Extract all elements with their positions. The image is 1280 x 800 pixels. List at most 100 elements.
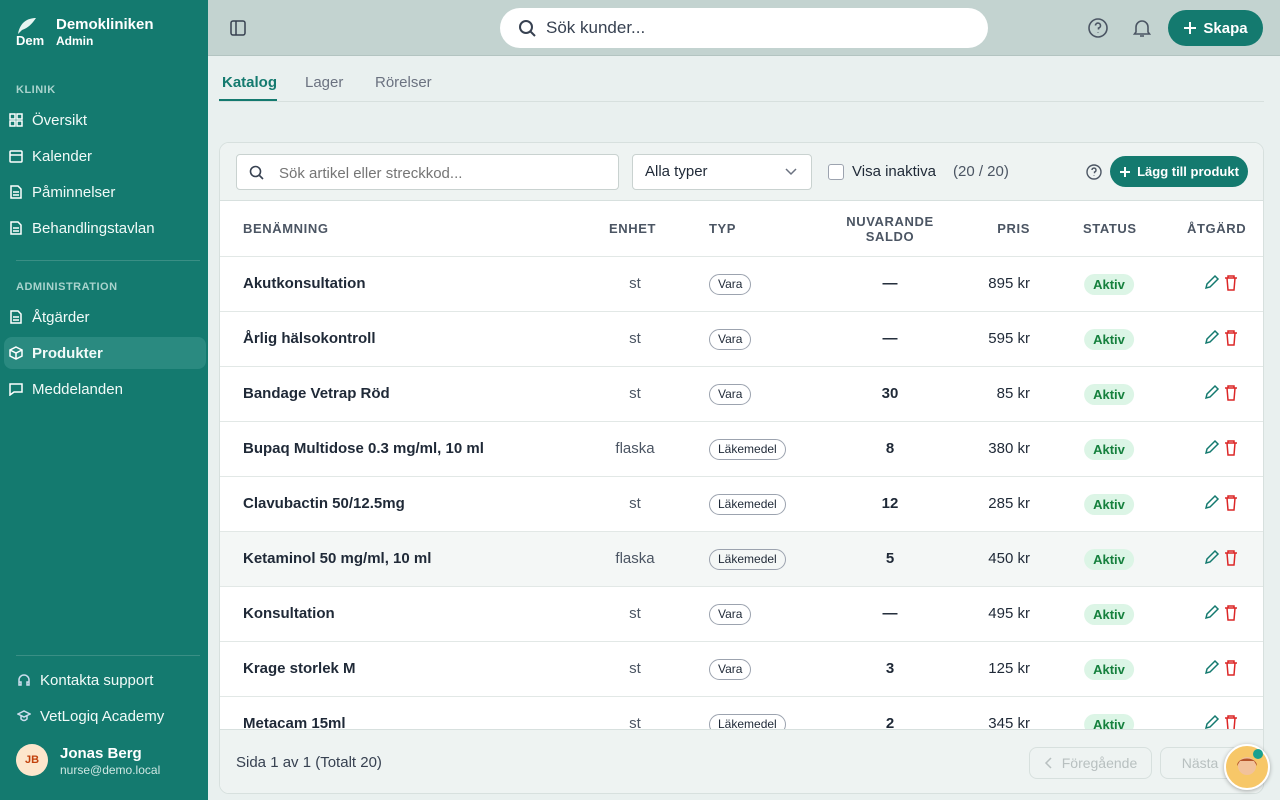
divider bbox=[16, 655, 200, 656]
product-name: Årlig hälsokontroll bbox=[243, 330, 376, 347]
unit: st bbox=[629, 275, 641, 292]
product-name: Clavubactin 50/12.5mg bbox=[243, 495, 405, 512]
column-header: BENÄMNING bbox=[243, 221, 329, 236]
assistant-avatar[interactable] bbox=[1224, 744, 1270, 790]
row-actions bbox=[1203, 384, 1243, 402]
button-label: Föregående bbox=[1061, 755, 1138, 771]
product-name: Krage storlek M bbox=[243, 660, 356, 677]
product-search[interactable] bbox=[236, 154, 619, 190]
nav-item[interactable]: Meddelanden bbox=[4, 373, 206, 405]
unit: st bbox=[629, 495, 641, 512]
edit-delete-icons[interactable] bbox=[1203, 494, 1243, 512]
type-badge: Läkemedel bbox=[709, 714, 786, 729]
product-name: Metacam 15ml bbox=[243, 715, 346, 729]
type-filter[interactable]: Alla typer bbox=[632, 154, 812, 190]
product-name: Konsultation bbox=[243, 605, 335, 622]
create-button[interactable]: Skapa bbox=[1168, 10, 1263, 46]
product-name: Bandage Vetrap Röd bbox=[243, 385, 390, 402]
nav-item[interactable]: Åtgärder bbox=[4, 301, 206, 333]
table-row[interactable]: Ketaminol 50 mg/ml, 10 ml flaska Läkemedel… bbox=[220, 532, 1263, 587]
status-badge: Aktiv bbox=[1084, 439, 1134, 460]
row-actions bbox=[1203, 714, 1243, 729]
pagination: Sida 1 av 1 (Totalt 20) Föregående Nästa bbox=[220, 729, 1263, 793]
product-name: Ketaminol 50 mg/ml, 10 ml bbox=[243, 550, 432, 567]
tab-indicator bbox=[219, 99, 277, 101]
row-actions bbox=[1203, 494, 1243, 512]
edit-delete-icons[interactable] bbox=[1203, 659, 1243, 677]
page-summary: Sida 1 av 1 (Totalt 20) bbox=[236, 754, 382, 771]
table-row[interactable]: Konsultation st Vara — 495 kr Aktiv bbox=[220, 587, 1263, 642]
avatar: JB bbox=[16, 744, 48, 776]
edit-delete-icons[interactable] bbox=[1203, 439, 1243, 457]
filter-label: Alla typer bbox=[645, 163, 708, 180]
tab[interactable]: Rörelser bbox=[375, 74, 432, 91]
table-header: BENÄMNING ENHET TYP NUVARANDE SALDO PRIS… bbox=[220, 201, 1263, 257]
nav-item[interactable]: Kalender bbox=[4, 140, 206, 172]
stock: — bbox=[882, 275, 898, 292]
toggle-sidebar[interactable] bbox=[230, 20, 246, 36]
nav-item[interactable]: Påminnelser bbox=[4, 176, 206, 208]
table-row[interactable]: Clavubactin 50/12.5mg st Läkemedel 12 285 kr… bbox=[220, 477, 1263, 532]
product-name: Bupaq Multidose 0.3 mg/ml, 10 ml bbox=[243, 440, 484, 457]
nav-label: Åtgärder bbox=[32, 308, 90, 326]
inactive-checkbox[interactable] bbox=[828, 164, 844, 180]
column-header: STATUS bbox=[1083, 221, 1137, 236]
search-input[interactable] bbox=[277, 164, 607, 183]
table-row[interactable]: Bandage Vetrap Röd st Vara 30 85 kr Aktiv bbox=[220, 367, 1263, 422]
topbar: Skapa bbox=[208, 0, 1280, 56]
logo-text: Dem bbox=[16, 33, 45, 48]
button-label: Nästa bbox=[1181, 755, 1219, 771]
footer-label: VetLogiq Academy bbox=[40, 707, 165, 725]
status-badge: Aktiv bbox=[1084, 274, 1134, 295]
nav-item[interactable]: Översikt bbox=[4, 104, 206, 136]
table-row[interactable]: Årlig hälsokontroll st Vara — 595 kr Aktiv bbox=[220, 312, 1263, 367]
footer-label: Kontakta support bbox=[40, 671, 154, 689]
product-name: Akutkonsultation bbox=[243, 275, 366, 292]
edit-delete-icons[interactable] bbox=[1203, 604, 1243, 622]
unit: flaska bbox=[615, 440, 655, 457]
status-badge: Aktiv bbox=[1084, 549, 1134, 570]
search-input[interactable] bbox=[544, 17, 944, 39]
column-header: TYP bbox=[709, 221, 737, 236]
row-actions bbox=[1203, 549, 1243, 567]
stock: — bbox=[882, 330, 898, 347]
edit-delete-icons[interactable] bbox=[1203, 384, 1243, 402]
unit: st bbox=[629, 715, 641, 729]
customer-search[interactable] bbox=[500, 8, 988, 48]
tab[interactable]: Katalog bbox=[222, 74, 278, 91]
add-product-button[interactable]: Lägg till produkt bbox=[1110, 156, 1248, 187]
row-actions bbox=[1203, 329, 1243, 347]
edit-delete-icons[interactable] bbox=[1203, 714, 1243, 729]
notifications[interactable] bbox=[1132, 18, 1152, 38]
type-badge: Läkemedel bbox=[709, 494, 786, 515]
stock: — bbox=[882, 605, 898, 622]
edit-delete-icons[interactable] bbox=[1203, 274, 1243, 292]
nav-label: Kalender bbox=[32, 147, 93, 165]
type-badge: Vara bbox=[709, 274, 752, 295]
nav-item[interactable]: Produkter bbox=[4, 337, 206, 369]
product-card: Alla typer Visa inaktiva (20 / 20) Lägg … bbox=[219, 142, 1264, 794]
status-badge: Aktiv bbox=[1084, 714, 1134, 729]
table-row[interactable]: Metacam 15ml st Läkemedel 2 345 kr Aktiv bbox=[220, 697, 1263, 729]
logo bbox=[18, 18, 36, 34]
tab[interactable]: Lager bbox=[305, 74, 344, 91]
button-label: Skapa bbox=[1203, 19, 1248, 37]
footer-link[interactable]: Kontakta support bbox=[12, 664, 214, 696]
table-row[interactable]: Krage storlek M st Vara 3 125 kr Aktiv bbox=[220, 642, 1263, 697]
type-badge: Läkemedel bbox=[709, 439, 786, 460]
previous-button[interactable]: Föregående bbox=[1029, 747, 1152, 779]
edit-delete-icons[interactable] bbox=[1203, 329, 1243, 347]
price: 450 kr bbox=[988, 550, 1030, 567]
footer-link[interactable]: VetLogiq Academy bbox=[12, 700, 214, 732]
help[interactable] bbox=[1088, 18, 1108, 38]
unit: st bbox=[629, 330, 641, 347]
table-row[interactable]: Bupaq Multidose 0.3 mg/ml, 10 ml flaska Lä… bbox=[220, 422, 1263, 477]
table-row[interactable]: Akutkonsultation st Vara — 895 kr Aktiv bbox=[220, 257, 1263, 312]
unit: st bbox=[629, 605, 641, 622]
help[interactable] bbox=[1086, 164, 1102, 180]
edit-delete-icons[interactable] bbox=[1203, 549, 1243, 567]
search-icon bbox=[519, 20, 536, 37]
column-header: PRIS bbox=[997, 221, 1030, 236]
price: 125 kr bbox=[988, 660, 1030, 677]
nav-item[interactable]: Behandlingstavlan bbox=[4, 212, 206, 244]
